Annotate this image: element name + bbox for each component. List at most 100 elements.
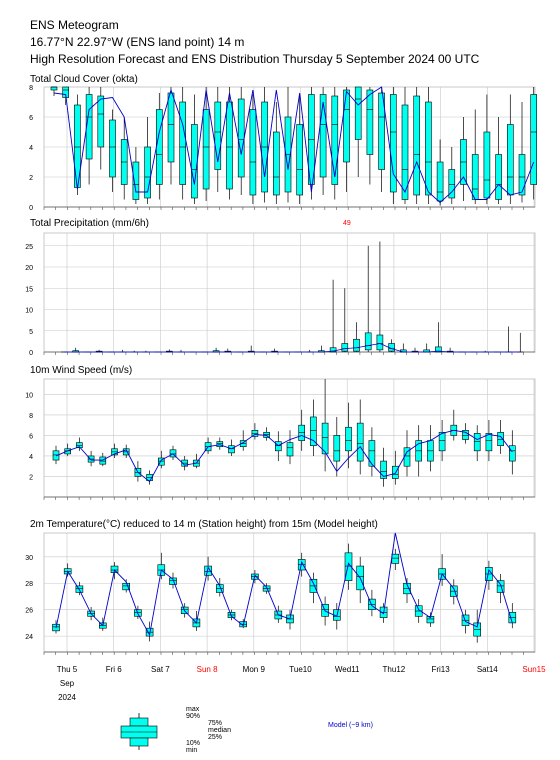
hres-line bbox=[64, 343, 521, 353]
ens-box-27 bbox=[366, 87, 374, 185]
ens-box-body bbox=[226, 101, 233, 190]
y-tick-label: 10 bbox=[25, 308, 33, 315]
ens-box-25 bbox=[344, 543, 353, 590]
ens-box-body bbox=[331, 95, 339, 185]
ens-box-body bbox=[518, 154, 526, 196]
ens-box-body bbox=[167, 92, 175, 163]
ens-box-body bbox=[296, 124, 304, 196]
ens-box-25 bbox=[343, 87, 350, 192]
ens-box-body bbox=[353, 338, 360, 352]
ens-box-body bbox=[530, 94, 538, 185]
ens-box-body bbox=[343, 89, 350, 163]
ens-box-37 bbox=[485, 420, 493, 462]
x-day-label: Tue10 bbox=[289, 665, 312, 674]
ens-box-body bbox=[497, 432, 504, 446]
y-tick-label: 26 bbox=[25, 608, 33, 615]
ens-box-30 bbox=[401, 87, 409, 204]
ens-box-body bbox=[99, 456, 107, 465]
ens-box-body bbox=[52, 450, 60, 461]
ens-box-body bbox=[319, 94, 327, 178]
ens-box-32 bbox=[425, 87, 432, 204]
ens-box-2 bbox=[74, 94, 81, 195]
ens-box-13 bbox=[202, 87, 210, 201]
y-tick-label: 5 bbox=[29, 329, 33, 336]
ens-box-body bbox=[286, 442, 294, 457]
panel-2: 2 4 6 8 10 bbox=[25, 378, 536, 500]
hres-line bbox=[55, 429, 513, 483]
hres-line bbox=[53, 86, 535, 204]
ens-box-18 bbox=[263, 427, 270, 441]
ens-box-14 bbox=[214, 87, 222, 192]
ens-box-body bbox=[214, 101, 222, 170]
ens-box-0 bbox=[50, 86, 58, 96]
y-tick-label: 25 bbox=[25, 244, 33, 251]
ens-box-24 bbox=[341, 288, 349, 352]
ens-box-36 bbox=[473, 425, 481, 462]
ens-box-6 bbox=[120, 117, 128, 200]
ens-box-41 bbox=[530, 87, 538, 200]
ens-box-body bbox=[391, 465, 399, 479]
meteogram-title: ENS Meteogram bbox=[30, 18, 119, 32]
ens-box-24 bbox=[331, 87, 339, 200]
x-day-label: Thu 5 bbox=[57, 665, 78, 674]
ens-box-body bbox=[110, 565, 119, 573]
ens-box-body bbox=[378, 92, 385, 170]
y-tick-label: 0 bbox=[29, 205, 33, 212]
ens-box-body bbox=[156, 109, 163, 185]
legend-max-label: max bbox=[186, 706, 200, 713]
ens-box-9 bbox=[158, 450, 165, 469]
ens-box-39 bbox=[508, 430, 516, 475]
ens-box-body bbox=[97, 95, 105, 148]
ens-box-3 bbox=[87, 450, 95, 467]
ens-box-27 bbox=[368, 589, 376, 617]
y-tick-label: 4 bbox=[29, 145, 33, 152]
ens-box-22 bbox=[308, 87, 315, 200]
ens-box-14 bbox=[216, 577, 224, 597]
ens-box-4 bbox=[97, 87, 105, 170]
x-day-label: Sun15 bbox=[522, 665, 546, 674]
ens-box-31 bbox=[415, 425, 423, 477]
ens-box-19 bbox=[272, 102, 280, 204]
ens-box-body bbox=[144, 146, 151, 199]
ens-box-23 bbox=[321, 379, 329, 472]
ens-box-body bbox=[274, 441, 282, 452]
ens-box-body bbox=[448, 169, 456, 199]
ens-box-20 bbox=[286, 430, 294, 465]
ens-box-body bbox=[344, 552, 353, 581]
ens-box-10 bbox=[167, 87, 175, 185]
legend-p25-label: 25% bbox=[208, 734, 223, 741]
x-day-label: Sat 7 bbox=[151, 665, 170, 674]
ens-box-8 bbox=[146, 470, 153, 485]
ens-box-17 bbox=[249, 94, 257, 204]
ens-box-37 bbox=[483, 94, 491, 204]
ens-box-26 bbox=[356, 399, 364, 475]
ens-box-10 bbox=[169, 572, 177, 589]
ens-box-5 bbox=[109, 109, 116, 192]
hres-line bbox=[55, 532, 513, 637]
ens-box-26 bbox=[354, 86, 362, 177]
y-tick-label: 8 bbox=[29, 413, 33, 420]
legend-lower-box bbox=[129, 737, 149, 747]
ens-box-body bbox=[435, 346, 442, 353]
ens-box-body bbox=[321, 422, 329, 455]
panel-1: 0 5 10 15 20 25 bbox=[25, 232, 536, 357]
ens-box-body bbox=[508, 445, 516, 462]
y-tick-label: 6 bbox=[29, 115, 33, 122]
ens-box-4 bbox=[99, 452, 107, 467]
panel-0: 0 2 4 6 8 bbox=[29, 85, 538, 212]
ens-box-body bbox=[483, 131, 491, 199]
y-tick-label: 20 bbox=[25, 265, 33, 272]
x-day-label: Fri 6 bbox=[106, 665, 123, 674]
ens-box-body bbox=[216, 441, 224, 448]
legend-p75-label: 75% bbox=[208, 720, 223, 727]
ens-box-34 bbox=[448, 147, 456, 204]
ens-box-body bbox=[471, 154, 479, 200]
location-line: 16.77°N 22.97°W (ENS land point) 14 m bbox=[30, 35, 245, 49]
ens-box-body bbox=[413, 95, 421, 196]
plot-frame bbox=[43, 378, 536, 498]
ens-box-body bbox=[380, 460, 387, 479]
ens-box-body bbox=[237, 98, 245, 178]
ens-box-body bbox=[298, 424, 306, 441]
ens-box-28 bbox=[380, 447, 387, 487]
ens-box-body bbox=[50, 86, 58, 91]
